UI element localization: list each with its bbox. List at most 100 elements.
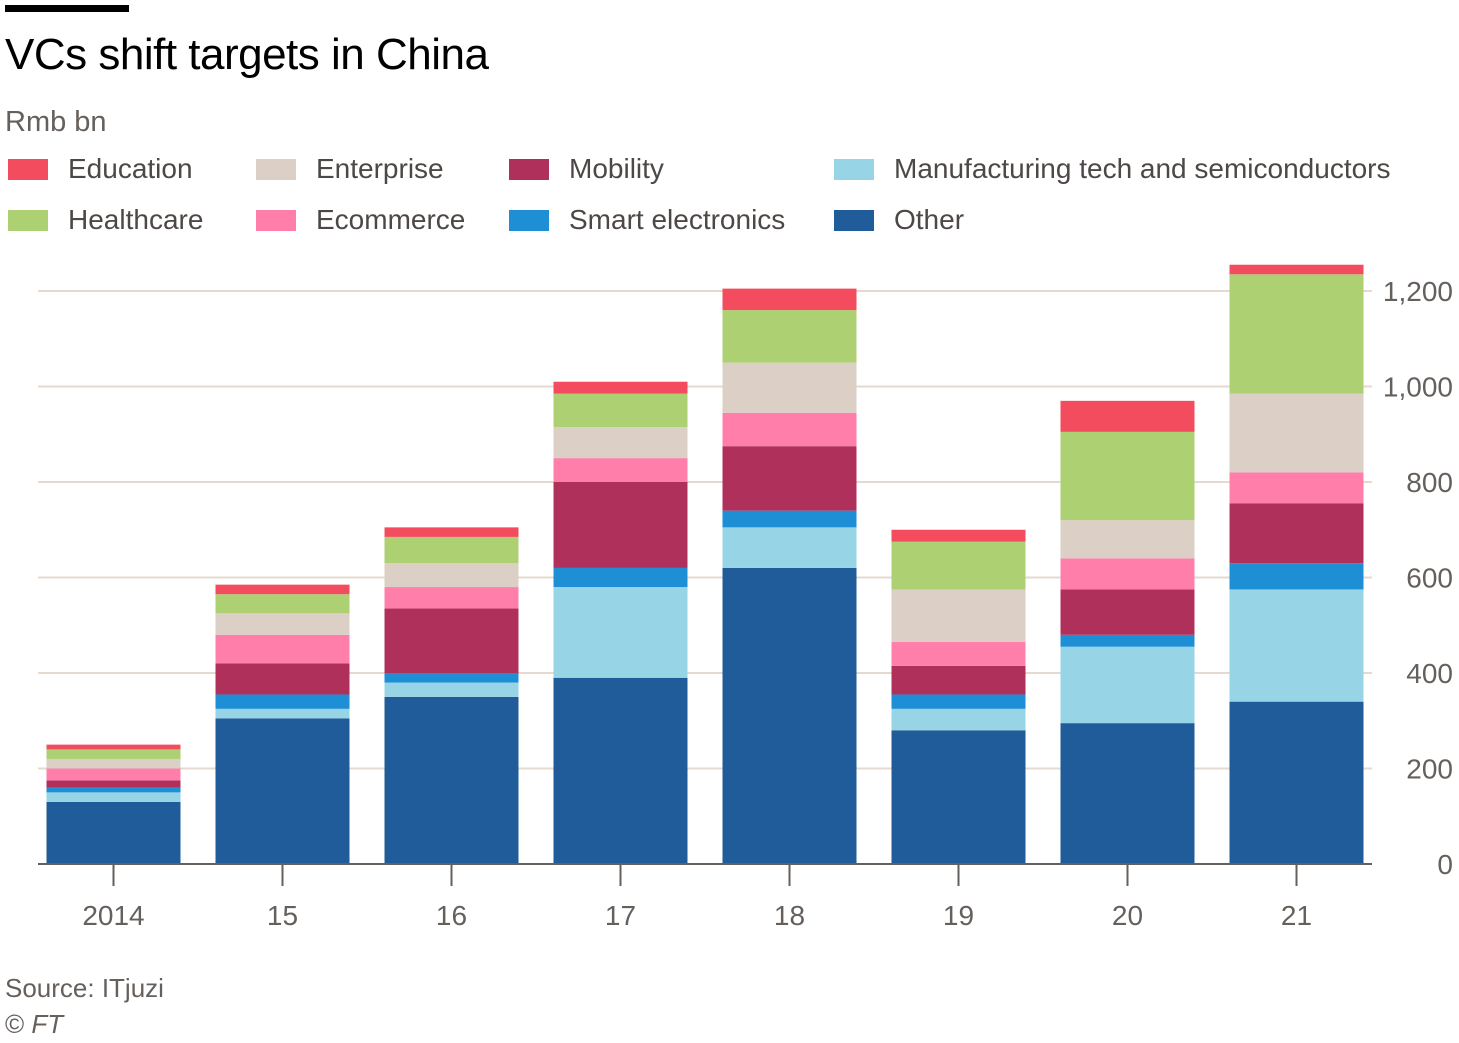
bar-segment-smart-electronics-15 — [215, 694, 350, 709]
chart-title: VCs shift targets in China — [5, 30, 489, 79]
bar-segment-healthcare-16 — [384, 536, 519, 564]
bar-segment-healthcare-17 — [553, 393, 688, 428]
y-tick-label-800: 800 — [1406, 467, 1453, 498]
legend-item-ecommerce: Ecommerce — [256, 204, 465, 235]
bar-segment-enterprise-21 — [1229, 393, 1364, 473]
x-tick-label-15: 15 — [267, 900, 298, 931]
bar-segment-other-17 — [553, 677, 688, 864]
bar-segment-mobility-2014 — [46, 780, 181, 788]
bar-segment-smart-electronics-19 — [891, 694, 1026, 709]
bar-segment-healthcare-18 — [722, 310, 857, 363]
bar-segment-enterprise-2014 — [46, 758, 181, 769]
bar-segment-education-19 — [891, 529, 1026, 542]
bar-segment-education-2014 — [46, 744, 181, 750]
bar-segment-manufacturing-tech-and-semiconductors-20 — [1060, 646, 1195, 724]
copyright-symbol: © — [5, 1009, 25, 1039]
legend-label-manufacturing: Manufacturing tech and semiconductors — [894, 153, 1391, 184]
y-tick-label-600: 600 — [1406, 563, 1453, 594]
bar-segment-other-21 — [1229, 701, 1364, 864]
legend-swatch-smart-electronics — [509, 209, 549, 231]
chart-subtitle: Rmb bn — [5, 106, 107, 138]
bar-segment-ecommerce-18 — [722, 412, 857, 447]
legend-item-other: Other — [834, 204, 965, 235]
source-note: Source: ITjuzi — [5, 973, 164, 1003]
legend-swatch-mobility — [509, 158, 549, 180]
legend-swatch-ecommerce — [256, 209, 296, 231]
legend-swatch-enterprise — [256, 158, 296, 180]
bar-segment-other-19 — [891, 730, 1026, 864]
bar-segment-smart-electronics-20 — [1060, 634, 1195, 647]
bar-segment-other-20 — [1060, 723, 1195, 864]
legend-label-healthcare: Healthcare — [68, 204, 204, 235]
bar-segment-manufacturing-tech-and-semiconductors-15 — [215, 708, 350, 719]
y-tick-label-400: 400 — [1406, 658, 1453, 689]
bar-segment-mobility-21 — [1229, 503, 1364, 564]
bar-segment-enterprise-15 — [215, 613, 350, 635]
bar-segment-manufacturing-tech-and-semiconductors-19 — [891, 708, 1026, 731]
bar-segment-manufacturing-tech-and-semiconductors-2014 — [46, 792, 181, 802]
bar-segment-ecommerce-21 — [1229, 472, 1364, 504]
bar-segment-other-16 — [384, 696, 519, 864]
bar-segment-education-18 — [722, 288, 857, 311]
legend-swatch-manufacturing — [834, 158, 874, 180]
legend-label-mobility: Mobility — [569, 153, 664, 184]
legend-item-enterprise: Enterprise — [256, 153, 444, 184]
bar-segment-mobility-15 — [215, 663, 350, 695]
bar-segment-enterprise-17 — [553, 427, 688, 459]
bar-segment-education-20 — [1060, 400, 1195, 432]
stacked-bar-chart: 0 200 400 600 800 1,000 1,200 2014 15 16 17 18 19 20 2… — [38, 264, 1453, 931]
bar-segment-education-17 — [553, 381, 688, 394]
bar-segment-manufacturing-tech-and-semiconductors-18 — [722, 527, 857, 568]
bar-segment-mobility-20 — [1060, 589, 1195, 635]
bar-segment-ecommerce-17 — [553, 458, 688, 482]
legend-item-manufacturing: Manufacturing tech and semiconductors — [834, 153, 1391, 184]
bar-segment-ecommerce-19 — [891, 641, 1026, 666]
bar-segment-education-21 — [1229, 264, 1364, 275]
legend-item-mobility: Mobility — [509, 153, 664, 184]
bar-segment-manufacturing-tech-and-semiconductors-17 — [553, 587, 688, 678]
x-tick-label-18: 18 — [774, 900, 805, 931]
bar-segment-healthcare-15 — [215, 594, 350, 614]
y-tick-label-200: 200 — [1406, 754, 1453, 785]
legend-swatch-other — [834, 209, 874, 231]
bar-segment-smart-electronics-2014 — [46, 787, 181, 793]
y-tick-label-1200: 1,200 — [1383, 276, 1453, 307]
bar-segment-enterprise-16 — [384, 563, 519, 588]
bar-segment-enterprise-19 — [891, 589, 1026, 642]
bar-segment-manufacturing-tech-and-semiconductors-21 — [1229, 589, 1364, 702]
bar-segment-mobility-18 — [722, 446, 857, 511]
bar-segment-manufacturing-tech-and-semiconductors-16 — [384, 682, 519, 697]
legend-label-education: Education — [68, 153, 193, 184]
x-tick-label-19: 19 — [943, 900, 974, 931]
y-tick-label-1000: 1,000 — [1383, 372, 1453, 403]
bar-segment-enterprise-20 — [1060, 520, 1195, 559]
copyright-note: © FT — [5, 1009, 63, 1040]
bar-segment-other-18 — [722, 567, 857, 864]
legend-label-other: Other — [894, 204, 965, 235]
copyright-brand: FT — [31, 1009, 64, 1039]
bar-segment-healthcare-2014 — [46, 749, 181, 759]
bar-segment-enterprise-18 — [722, 362, 857, 413]
bar-segment-education-15 — [215, 584, 350, 595]
bar-segment-healthcare-19 — [891, 541, 1026, 590]
legend-label-smart-electronics: Smart electronics — [569, 204, 786, 235]
y-tick-label-0: 0 — [1437, 849, 1453, 880]
brand-bar — [5, 5, 129, 12]
x-tick-label-16: 16 — [436, 900, 467, 931]
bar-segment-ecommerce-16 — [384, 587, 519, 609]
legend-swatch-healthcare — [8, 209, 48, 231]
bar-segment-ecommerce-20 — [1060, 558, 1195, 590]
bar-segment-other-15 — [215, 718, 350, 864]
x-tick-label-17: 17 — [605, 900, 636, 931]
legend-swatch-education — [8, 158, 48, 180]
bar-segment-ecommerce-2014 — [46, 768, 181, 781]
bar-segment-mobility-16 — [384, 608, 519, 673]
x-tick-label-21: 21 — [1281, 900, 1312, 931]
bar-segment-mobility-19 — [891, 665, 1026, 695]
bar-segment-other-2014 — [46, 801, 181, 864]
bar-segment-healthcare-20 — [1060, 431, 1195, 521]
legend-label-enterprise: Enterprise — [316, 153, 444, 184]
x-tick-label-2014: 2014 — [82, 900, 144, 931]
bar-segment-education-16 — [384, 527, 519, 537]
bar-segment-smart-electronics-18 — [722, 510, 857, 528]
